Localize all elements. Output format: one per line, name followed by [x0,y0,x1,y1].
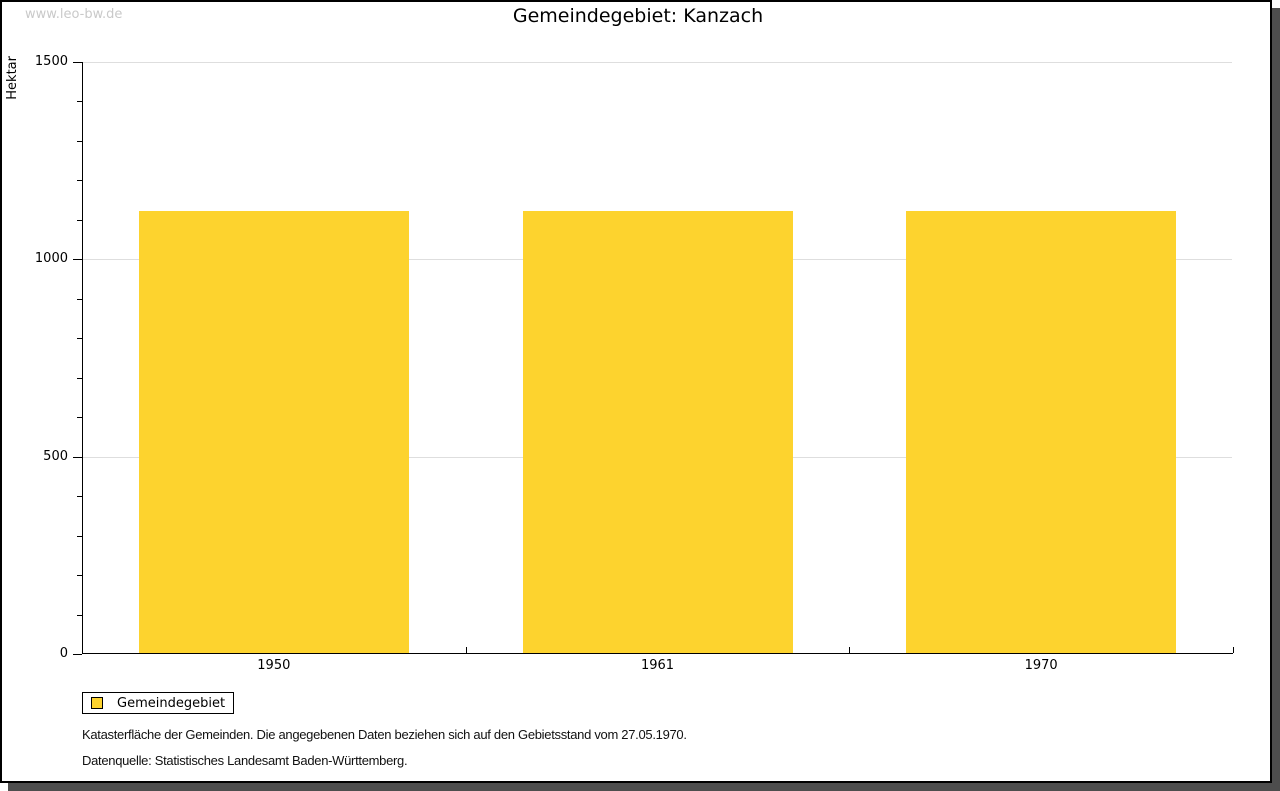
y-minor-tick-700 [77,377,82,379]
y-tick-label-0: 0 [59,646,68,661]
x-axis-line [82,653,1233,654]
y-tick-500 [73,456,82,458]
y-axis-line [82,62,83,654]
legend-label: Gemeindegebiet [117,695,226,711]
y-minor-tick-1200 [77,180,82,182]
legend-swatch-icon [91,697,103,709]
y-minor-tick-1300 [77,140,82,142]
plot-area: 0 500 1000 1500 1950 1961 1970 [35,55,1234,673]
y-minor-tick-800 [77,338,82,340]
footnote-source-note: Katasterfläche der Gemeinden. Die angege… [82,727,687,742]
y-tick-label-1000: 1000 [34,251,68,267]
y-minor-tick-600 [77,417,82,419]
gridline-1500 [83,62,1232,63]
y-minor-tick-300 [77,535,82,537]
watermark-text: www.leo-bw.de [25,7,123,22]
y-tick-0 [73,654,82,655]
y-minor-tick-400 [77,496,82,498]
y-minor-tick-100 [77,614,82,616]
bar-1950 [138,210,409,653]
y-minor-tick-900 [77,298,82,300]
y-tick-label-1500: 1500 [34,54,68,69]
x-boundary-tick-1 [466,647,467,653]
x-boundary-tick-2 [849,647,850,653]
footnote-data-source: Datenquelle: Statistisches Landesamt Bad… [82,753,408,768]
y-minor-tick-1400 [77,101,82,103]
frame-shadow-right [1272,8,1280,791]
x-boundary-tick-3 [1233,647,1234,653]
bar-1970 [906,210,1177,653]
y-minor-tick-200 [77,575,82,577]
x-label-1961: 1961 [640,658,675,673]
y-tick-1000 [73,259,82,261]
x-label-1970: 1970 [1024,658,1058,673]
x-label-1950: 1950 [257,658,291,673]
chart-title: Gemeindegebiet: Kanzach [512,5,764,27]
y-minor-tick-1100 [77,219,82,221]
legend: Gemeindegebiet [82,692,234,714]
bar-1961 [522,210,793,653]
y-tick-1500 [73,62,82,63]
y-tick-label-500: 500 [43,448,68,464]
frame-shadow-bottom [8,783,1280,791]
